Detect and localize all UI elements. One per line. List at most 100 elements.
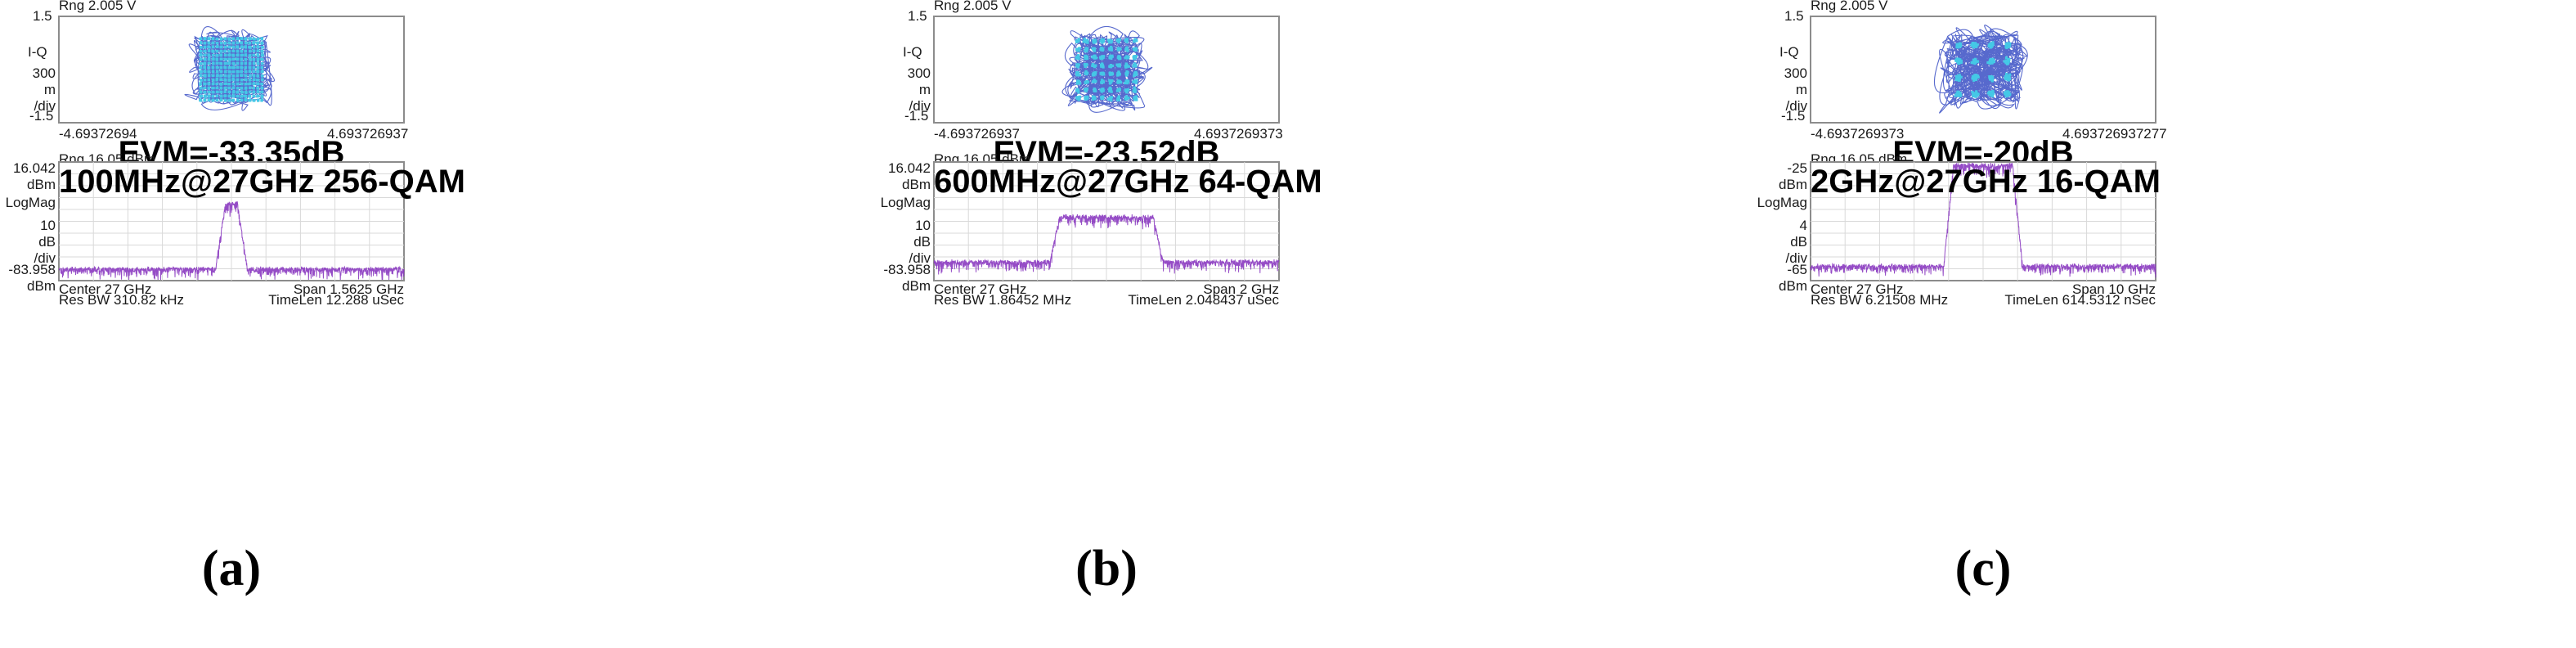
- constellation-xmax: 4.693726937277: [2062, 126, 2167, 142]
- symbol-point: [199, 66, 202, 70]
- constellation-ylabel: I-Q: [903, 44, 922, 60]
- symbol-point: [1102, 88, 1105, 92]
- symbol-point: [240, 83, 244, 86]
- symbol-point: [1111, 71, 1114, 74]
- symbol-point: [1972, 92, 1976, 96]
- spectrum-plot-a: [58, 161, 405, 281]
- symbol-point: [204, 53, 207, 56]
- symbol-point: [2007, 45, 2010, 48]
- symbol-point: [1094, 79, 1097, 83]
- symbol-point: [207, 45, 210, 48]
- constellation-ybot: -1.5: [1781, 108, 1806, 124]
- symbol-point: [261, 74, 264, 78]
- constellation-plot-a: [58, 16, 405, 124]
- symbol-point: [224, 42, 227, 45]
- symbol-point: [1989, 43, 1992, 46]
- symbol-point: [1117, 48, 1120, 52]
- symbol-point: [1955, 43, 1959, 47]
- symbol-point: [236, 87, 240, 90]
- symbol-point: [1076, 97, 1079, 101]
- symbol-point: [1955, 75, 1959, 79]
- symbol-point: [1075, 89, 1079, 92]
- symbol-point: [1125, 56, 1129, 59]
- symbol-point: [207, 94, 210, 97]
- symbol-point: [1091, 63, 1094, 66]
- symbol-point: [1959, 75, 1963, 79]
- symbol-point: [1100, 65, 1103, 68]
- panel-b: Rng 2.005 V 1.5 I-Q 300 m /div -1.5 -4.6…: [875, 0, 1693, 648]
- symbol-point: [1084, 71, 1088, 74]
- symbol-point: [1127, 65, 1130, 68]
- symbol-point: [207, 83, 211, 86]
- symbol-point: [2004, 93, 2008, 97]
- symbol-point: [1101, 71, 1104, 74]
- symbol-point: [1075, 47, 1079, 51]
- symbol-point: [260, 90, 264, 93]
- symbol-point: [1100, 90, 1104, 93]
- symbol-point: [253, 45, 256, 49]
- symbol-point: [1956, 90, 1959, 93]
- symbol-point: [211, 65, 214, 70]
- symbol-point: [1094, 56, 1098, 60]
- symbol-point: [204, 91, 207, 94]
- symbol-point: [1976, 74, 1980, 78]
- symbol-point: [1102, 80, 1105, 83]
- symbol-point: [253, 83, 256, 86]
- symbol-point: [236, 74, 239, 78]
- symbol-point: [1101, 56, 1104, 59]
- config-label: 2GHz@27GHz 16-QAM: [1811, 164, 2161, 200]
- symbol-point: [216, 38, 219, 41]
- symbol-point: [260, 65, 263, 69]
- symbol-point: [2007, 79, 2010, 82]
- symbol-point: [231, 94, 235, 97]
- symbol-point: [212, 37, 215, 40]
- symbol-point: [1989, 46, 1992, 49]
- symbol-point: [1076, 65, 1079, 69]
- symbol-point: [240, 49, 243, 53]
- symbol-point: [1126, 49, 1129, 52]
- symbol-point: [240, 61, 244, 65]
- constellation-range-label: Rng 2.005 V: [934, 0, 1012, 13]
- symbol-point: [245, 91, 248, 94]
- symbol-point: [1133, 86, 1136, 89]
- symbol-point: [207, 37, 210, 40]
- symbol-point: [1992, 59, 1995, 62]
- symbol-point: [240, 37, 244, 40]
- symbol-point: [224, 62, 227, 65]
- symbol-point: [244, 65, 247, 70]
- symbol-point: [211, 54, 215, 57]
- symbol-point: [240, 79, 244, 82]
- symbol-point: [1102, 64, 1105, 68]
- symbol-point: [215, 45, 218, 48]
- symbol-point: [1084, 50, 1088, 53]
- symbol-point: [253, 74, 256, 77]
- symbol-point: [207, 53, 210, 56]
- symbol-point: [231, 45, 235, 48]
- symbol-point: [199, 54, 203, 57]
- center-freq: Center 27 GHz: [59, 281, 152, 297]
- symbol-point: [1076, 79, 1079, 83]
- symbol-point: [1102, 40, 1105, 43]
- symbol-point: [1990, 44, 1994, 47]
- symbol-point: [249, 62, 252, 65]
- symbol-point: [1976, 60, 1980, 63]
- symbol-point: [252, 78, 255, 81]
- symbol-point: [215, 53, 218, 57]
- symbol-point: [1092, 97, 1095, 101]
- config-label: 600MHz@27GHz 64-QAM: [934, 164, 1322, 200]
- symbol-point: [2004, 90, 2008, 93]
- symbol-point: [1132, 89, 1135, 92]
- symbol-point: [2005, 77, 2008, 80]
- constellation-xmin: -4.693726937: [934, 126, 1020, 142]
- symbol-point: [224, 94, 227, 97]
- symbol-point: [204, 37, 207, 41]
- symbol-point: [1124, 97, 1128, 101]
- symbol-point: [256, 38, 259, 41]
- symbol-point: [231, 58, 235, 61]
- symbol-point: [261, 62, 264, 65]
- symbol-point: [257, 54, 260, 57]
- symbol-point: [244, 78, 247, 81]
- symbol-point: [244, 98, 247, 101]
- symbol-point: [1972, 45, 1975, 48]
- symbol-point: [211, 83, 214, 86]
